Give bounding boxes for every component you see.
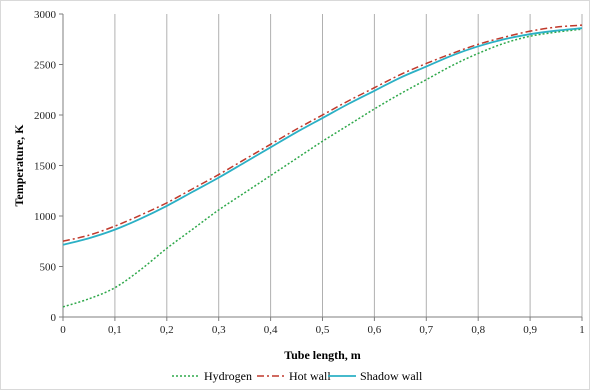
x-tick-label-1: 0,1 <box>108 324 122 336</box>
x-tick-label-6: 0,6 <box>368 324 382 336</box>
y-tick-label-1: 500 <box>40 262 57 274</box>
x-tick-label-5: 0,5 <box>316 324 330 336</box>
y-axis-title: Temperature, K <box>12 124 26 207</box>
y-tick-label-6: 3000 <box>34 9 57 21</box>
x-tick-label-8: 0,8 <box>471 324 485 336</box>
series-line-hot-wall <box>62 24 583 242</box>
y-tick-label-3: 1500 <box>34 161 57 173</box>
legend-item-shadow-wall: Shadow wall <box>328 369 423 383</box>
grid <box>114 14 583 317</box>
y-tick-labels: 0 500 1000 1500 2000 2500 3000 <box>34 9 57 324</box>
x-axis-title: Tube length, m <box>284 348 361 362</box>
x-tick-label-0: 0 <box>60 324 66 336</box>
axes <box>59 13 583 321</box>
x-tick-label-9: 0,9 <box>523 324 537 336</box>
series-line-hydrogen <box>62 28 583 308</box>
legend: Hydrogen Hot wall Shadow wall <box>172 369 423 383</box>
y-tick-label-0: 0 <box>51 312 57 324</box>
legend-item-hot-wall: Hot wall <box>257 369 331 383</box>
legend-item-hydrogen: Hydrogen <box>172 369 252 383</box>
x-tick-label-4: 0,4 <box>264 324 278 336</box>
series-line-shadow-wall <box>62 27 583 246</box>
series-lines <box>62 24 583 308</box>
legend-label-hydrogen: Hydrogen <box>204 369 252 383</box>
x-tick-label-7: 0,7 <box>419 324 433 336</box>
legend-label-shadow-wall: Shadow wall <box>360 369 423 383</box>
y-tick-label-5: 2500 <box>34 60 57 72</box>
y-tick-label-2: 1000 <box>34 211 57 223</box>
x-tick-label-3: 0,3 <box>212 324 226 336</box>
y-tick-label-4: 2000 <box>34 110 57 122</box>
x-tick-label-10: 1 <box>579 324 585 336</box>
x-tick-label-2: 0,2 <box>160 324 174 336</box>
x-tick-labels: 0 0,1 0,2 0,3 0,4 0,5 0,6 0,7 0,8 0,9 1 <box>60 324 585 336</box>
legend-label-hot-wall: Hot wall <box>289 369 331 383</box>
